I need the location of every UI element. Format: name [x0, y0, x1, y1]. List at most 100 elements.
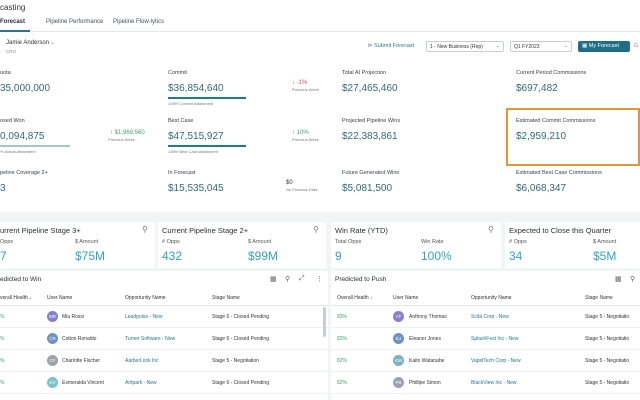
card-value: $99M [248, 249, 279, 263]
stage-cell: Stage 5 - Negotiatio [585, 380, 630, 386]
my-forecast-button[interactable]: ▦ My Forecast [578, 41, 630, 52]
chevron-down-icon: ⌄ [563, 43, 568, 49]
business-type-select[interactable]: 1 - New Business (Rep) ⌄ [426, 41, 504, 52]
card-label: $ Amount [248, 239, 272, 245]
expand-icon[interactable]: ⤢ [299, 275, 305, 282]
opportunity-link[interactable]: Airtpark - New [125, 380, 157, 386]
arrow-up-icon: ↑ [292, 130, 297, 136]
table-row[interactable]: 82% KW Kaito Watanabe VapidTech Corp - N… [331, 350, 640, 372]
opportunity-link[interactable]: Turner Software - New [125, 336, 176, 342]
best-case-delta: ↑ 10% Previous Week [292, 130, 319, 142]
column-overall-health[interactable]: verall Health ↓ [0, 295, 32, 301]
kpi-est-commit-commissions: Estimated Commit Commissions $2,959,210 [516, 118, 595, 142]
opportunity-link[interactable]: Leadpolax - New [125, 314, 163, 320]
tab-pipeline-performance[interactable]: Pipeline Performance [46, 19, 104, 25]
delta-value: $0 [286, 180, 293, 186]
card-win-rate: Win Rate (YTD) ⚲ Total Opps 9 Win Rate 1… [331, 222, 501, 268]
table-scrollbar[interactable] [323, 307, 326, 337]
table-row[interactable]: % MR Mia Rossi Leadpolax - New Stage 6 -… [0, 306, 328, 328]
column-opportunity-name[interactable]: Opportunity Name [125, 295, 166, 301]
more-options-icon[interactable]: ⋮ [316, 276, 323, 283]
panel-title: Predicted to Push [335, 276, 387, 283]
kpi-value: $5,081,500 [342, 183, 393, 194]
kpi-value: 0,094,875 [0, 131, 45, 142]
kpi-value: $15,535,045 [168, 183, 224, 194]
kpi-in-forecast: In Forecast $15,535,045 [168, 170, 224, 194]
kpi-value: 35,000,000 [0, 83, 51, 94]
table-row[interactable]: 83% AT Anthony Thomas Scita Corp - New S… [331, 306, 640, 328]
table-row[interactable]: % EV Esmeralda Vincent Airtpark - New St… [0, 372, 328, 394]
card-value: $5M [593, 249, 617, 263]
kpi-best-case: Best Case $47,515,927 136% Best Case Att… [168, 118, 246, 154]
avatar: PS [393, 377, 404, 388]
filter-icon[interactable]: ⚲ [630, 276, 636, 283]
health-cell: 82% [337, 380, 348, 386]
highlight-frame [506, 108, 640, 166]
avatar: AT [393, 311, 404, 322]
filter-icon[interactable]: ⚲ [313, 225, 319, 234]
card-value: 7 [0, 249, 7, 263]
opportunity-link[interactable]: Scita Corp - New [471, 314, 509, 320]
column-user-name[interactable]: User Name [47, 295, 73, 301]
panel-title: edicted to Win [0, 276, 42, 283]
kpi-ai-projection: Total AI Projection $27,465,460 [342, 70, 398, 94]
period-select[interactable]: Q1 FY2023 ⌄ [510, 41, 572, 52]
kpi-value: $36,854,640 [168, 83, 224, 94]
user-name-cell: Kaito Watanabe [409, 358, 445, 364]
kpi-projected-wins: Projected Pipeline Wins $22,383,861 [342, 118, 400, 142]
chevron-down-icon[interactable]: ⌄ [50, 40, 56, 46]
edge-button-label[interactable]: G [634, 43, 639, 49]
submit-forecast-button[interactable]: ⊳ Submit Forecast [368, 43, 414, 49]
card-value: 100% [421, 249, 452, 263]
kpi-sub: 136% Best Case Attainment [168, 149, 218, 154]
column-stage-name[interactable]: Stage Name [585, 295, 613, 301]
user-name-cell: Mia Rossi [62, 314, 84, 320]
kpi-future-wins: Future Generated Wins $5,081,500 [342, 170, 399, 194]
opportunity-link[interactable]: AarberLock Inc [125, 358, 159, 364]
grid-view-icon[interactable]: ▦ [615, 276, 622, 283]
table-row[interactable]: 82% EJ Eleanor Jones SplashFest Inc - Ne… [331, 328, 640, 350]
filter-icon[interactable]: ⚲ [142, 225, 148, 234]
opportunity-link[interactable]: BlackView Inc - New [471, 380, 517, 386]
opportunity-link[interactable]: VapidTech Corp - New [471, 358, 521, 364]
card-pipeline-stage-3: urrent Pipeline Stage 3+ ⚲ Opps 7 $ Amou… [0, 222, 155, 268]
kpi-label: Projected Pipeline Wins [342, 118, 401, 124]
health-cell: 83% [337, 314, 348, 320]
card-value: 9 [335, 249, 342, 263]
kpi-label: peline Coverage 2+ [0, 170, 48, 176]
table-row[interactable]: 82% PS Phillipe Simon BlackView Inc - Ne… [331, 372, 640, 394]
card-value: $75M [75, 249, 106, 263]
kpi-label: Current Period Commissions [516, 70, 587, 76]
kpi-label: uota [0, 70, 11, 76]
forecast-header: Jamie Anderson ⌄ CRO ⊳ Submit Forecast 1… [0, 32, 640, 60]
delta-sub: Previous Week [108, 137, 135, 142]
health-cell: % [0, 380, 5, 386]
kpi-value: $2,959,210 [516, 131, 567, 142]
column-user-name[interactable]: User Name [393, 295, 419, 301]
kpi-sub: % Actual Attainment [0, 149, 36, 154]
card-title: Win Rate (YTD) [335, 226, 388, 235]
filter-icon[interactable]: ⚲ [285, 276, 291, 283]
delta-value: 10% [296, 130, 309, 136]
health-cell: % [0, 314, 5, 320]
filter-icon[interactable]: ⚲ [488, 225, 494, 234]
user-name[interactable]: Jamie Anderson [6, 40, 50, 46]
column-opportunity-name[interactable]: Opportunity Name [471, 295, 512, 301]
card-title: Current Pipeline Stage 2+ [162, 226, 249, 235]
commit-attainment-bar [168, 97, 246, 99]
column-overall-health[interactable]: Overall Health ↓ [337, 295, 373, 301]
table-header: Overall Health ↓ User Name Opportunity N… [331, 292, 640, 306]
table-row[interactable]: % CF Charlotte Fischer AarberLock Inc St… [0, 350, 328, 372]
in-forecast-delta: $0 No Previous Data [286, 180, 317, 192]
avatar: CR [47, 333, 58, 344]
avatar: CF [47, 355, 58, 366]
tab-pipeline-flowlytics[interactable]: Pipeline Flow-lytics [113, 19, 165, 25]
closed-won-delta: ↑ $1,969,560 Previous Week [108, 130, 145, 142]
user-role: CRO [6, 49, 16, 54]
grid-view-icon[interactable]: ▦ [270, 276, 277, 283]
card-value: 34 [509, 249, 523, 263]
table-row[interactable]: % CR Colton Ronaldo Turner Software - Ne… [0, 328, 328, 350]
opportunity-link[interactable]: SplashFest Inc - New [471, 336, 519, 342]
column-stage-name[interactable]: Stage Name [212, 295, 240, 301]
tab-forecast[interactable]: Forecast [0, 19, 26, 25]
